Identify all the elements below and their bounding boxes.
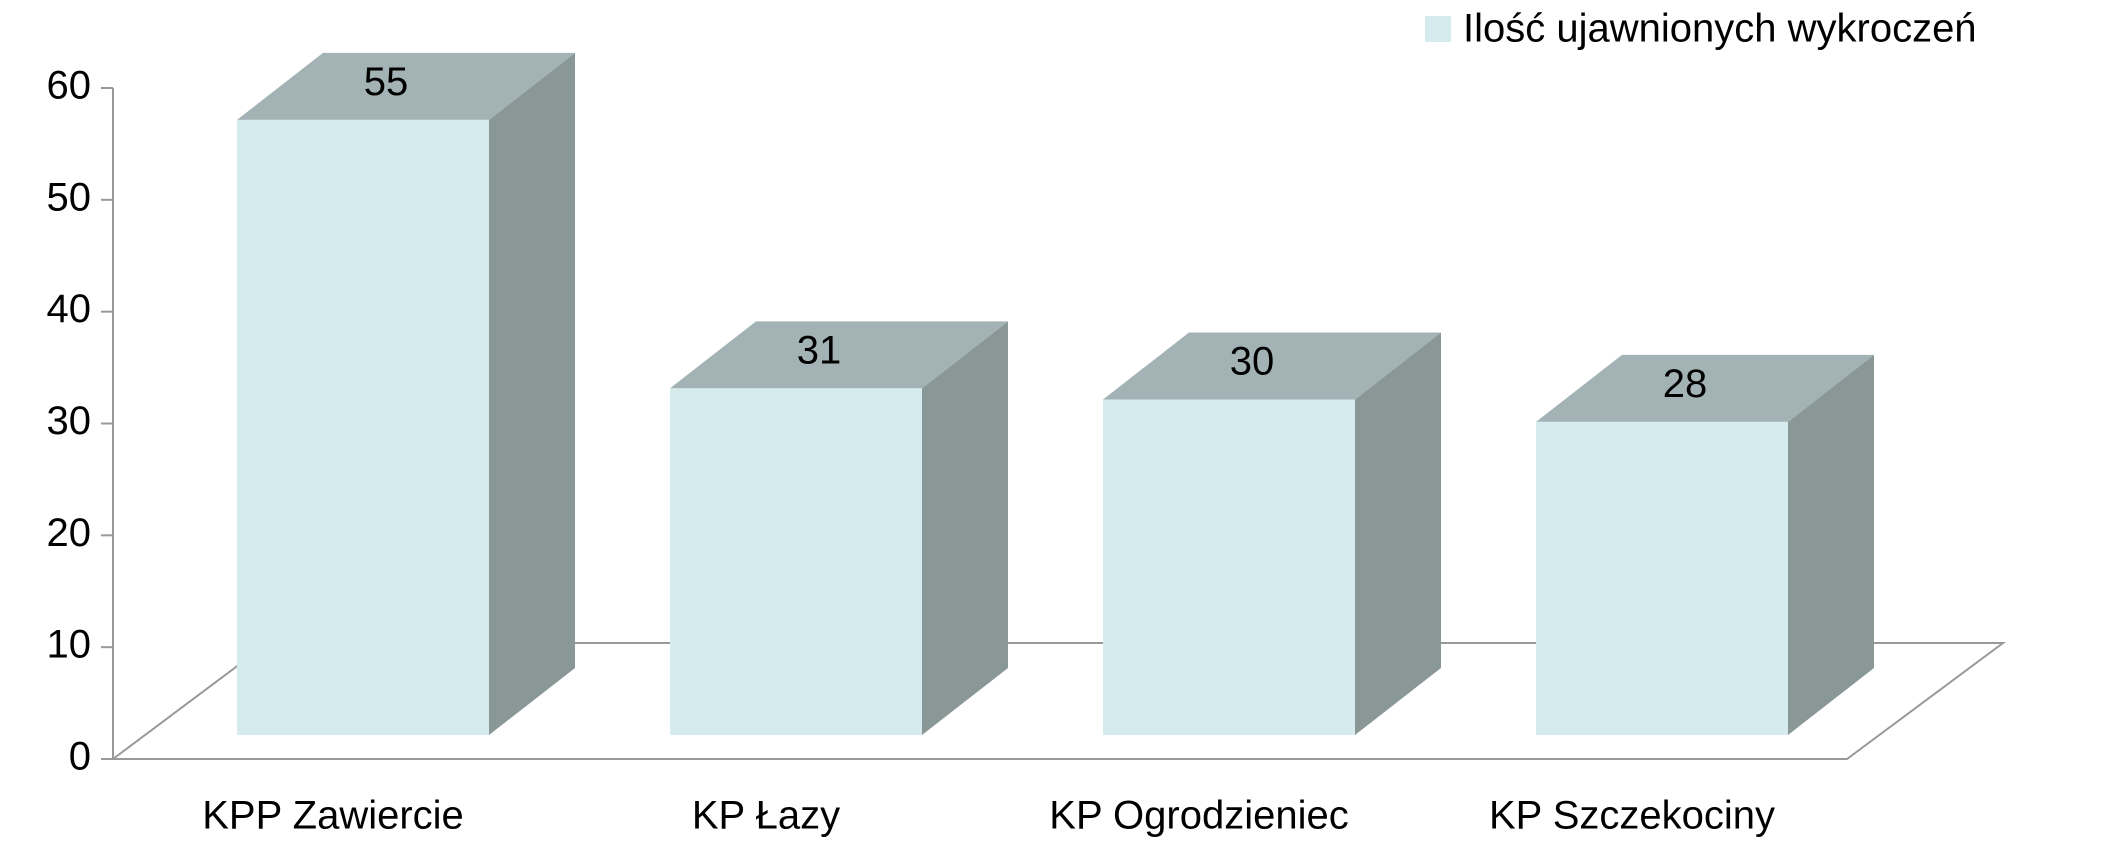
y-tick-label: 50 [47,175,92,219]
y-tick-label: 0 [69,735,91,779]
bar [237,119,489,735]
legend-label: Ilość ujawnionych wykroczeń [1463,7,1977,51]
y-tick-label: 60 [47,64,92,108]
data-label: 31 [797,328,842,372]
x-tick-label: KP Szczekociny [1489,794,1775,838]
bar-side [922,321,1008,735]
bar-top [237,52,575,120]
floor [109,642,2007,760]
bar-top [1103,332,1441,400]
y-tick-label: 20 [47,511,92,555]
y-tick-label: 40 [47,287,92,331]
bar-side [489,52,575,735]
bar-top [670,321,1008,389]
bar [1103,399,1355,735]
legend-swatch [1425,16,1451,42]
bar [670,388,922,735]
y-tick-label: 30 [47,399,92,443]
data-label: 28 [1663,362,1708,406]
data-label: 55 [364,60,409,104]
bar-top [1536,354,1874,422]
y-tick-label: 10 [47,623,92,667]
x-tick-label: KP Łazy [692,794,840,838]
x-tick-label: KPP Zawiercie [202,794,464,838]
bar-side [1788,354,1874,735]
x-tick-label: KP Ogrodzieniec [1049,794,1348,838]
data-label: 30 [1230,340,1275,384]
bar [1536,421,1788,735]
bar-side [1355,332,1441,735]
